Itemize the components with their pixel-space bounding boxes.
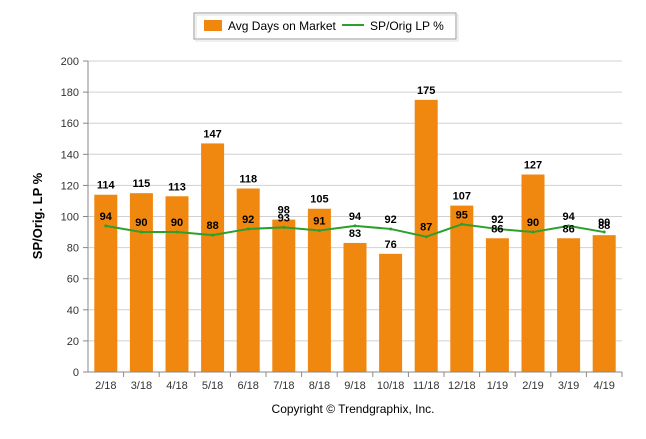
bar [485,238,509,372]
line-point [104,224,108,228]
line-value-label: 94 [562,211,575,223]
line-value-label: 87 [420,222,432,234]
x-tick-label: 8/18 [309,380,330,392]
line-point [282,225,286,229]
line-value-label: 94 [100,211,113,223]
bar-value-label: 113 [168,181,186,193]
x-tick-label: 1/19 [487,380,508,392]
line-point [389,227,393,231]
bar-value-label: 88 [598,220,610,232]
y-axis-label: SP/Orig. LP % [30,172,45,259]
line-value-label: 93 [278,212,290,224]
x-tick-label: 4/19 [593,380,614,392]
x-tick-label: 7/18 [273,380,294,392]
bar-value-label: 86 [491,223,503,235]
y-tick-label: 120 [61,180,79,192]
line-point [175,230,179,234]
bars [94,99,616,372]
x-tick-label: 10/18 [377,380,405,392]
line-value-label: 92 [384,214,396,226]
bar-value-label: 175 [417,85,435,97]
bar [592,235,616,372]
x-tick-label: 9/18 [344,380,365,392]
bar-value-label: 107 [453,191,471,203]
bar-value-label: 98 [278,205,290,217]
line-value-label: 88 [206,220,218,232]
y-tick-label: 140 [61,149,79,161]
bar-value-label: 127 [524,160,542,172]
bar [201,143,225,372]
line-point [353,224,357,228]
x-tick-label: 6/18 [237,380,258,392]
y-tick-label: 60 [67,274,79,286]
x-tick-label: 5/18 [202,380,223,392]
legend-swatch-bar [204,20,222,31]
line-point [246,227,250,231]
line-point [424,235,428,239]
line-point [139,230,143,234]
bar-value-label: 115 [133,178,151,190]
bar-value-label: 76 [384,239,396,251]
bar [236,188,260,372]
x-tick-label: 2/19 [522,380,543,392]
line-value-label: 90 [527,217,539,229]
line-value-label: 92 [491,214,503,226]
line-series [104,222,606,239]
x-tick-label: 3/19 [558,380,579,392]
bar [379,253,403,372]
y-tick-label: 20 [67,336,79,348]
bar [129,193,153,372]
line-value-label: 91 [313,215,325,227]
line-point [602,230,606,234]
bar [94,194,118,372]
copyright-credit: Copyright © Trendgraphix, Inc. [272,402,435,416]
legend: Avg Days on Market SP/Orig LP % [193,12,459,42]
line-point [460,222,464,226]
line-point [567,224,571,228]
bar [450,205,474,372]
y-tick-label: 40 [67,305,79,317]
bar [521,174,545,372]
line-point [211,233,215,237]
bar-value-label: 114 [97,180,116,192]
y-tick-label: 200 [61,56,79,68]
x-tick-label: 12/18 [448,380,476,392]
y-tick-label: 180 [61,87,79,99]
bar [165,196,189,372]
y-tick-label: 0 [73,367,79,379]
axes: 0 20 40 60 80 100 120 140 160 180 200 2/18 3/18 4/18 5… [61,56,623,392]
line-value-label: 90 [171,217,183,229]
bar-value-label: 147 [203,128,221,140]
line-value-label: 95 [456,209,468,221]
line-point [317,228,321,232]
x-tick-label: 3/18 [131,380,152,392]
line-point [495,227,499,231]
bar [272,219,296,372]
x-tick-label: 2/18 [95,380,116,392]
line-point [531,230,535,234]
legend-label-line: SP/Orig LP % [370,19,444,33]
x-tick-label: 11/18 [413,380,440,392]
bar-value-label: 83 [349,228,361,240]
bar-value-label: 86 [562,223,574,235]
legend-label-bar: Avg Days on Market [228,19,336,33]
line-value-label: 94 [349,211,362,223]
x-tick-label: 4/18 [166,380,187,392]
bar-value-label: 118 [239,174,257,186]
y-tick-label: 80 [67,243,79,255]
line-value-label: 92 [242,214,254,226]
bar [307,208,331,372]
y-tick-label: 100 [61,212,79,224]
bar-value-label: 105 [310,194,328,206]
line-value-label: 90 [598,217,610,229]
line-value-label: 90 [135,217,147,229]
bar [343,242,367,372]
y-tick-label: 160 [61,118,79,130]
bar [557,238,581,372]
